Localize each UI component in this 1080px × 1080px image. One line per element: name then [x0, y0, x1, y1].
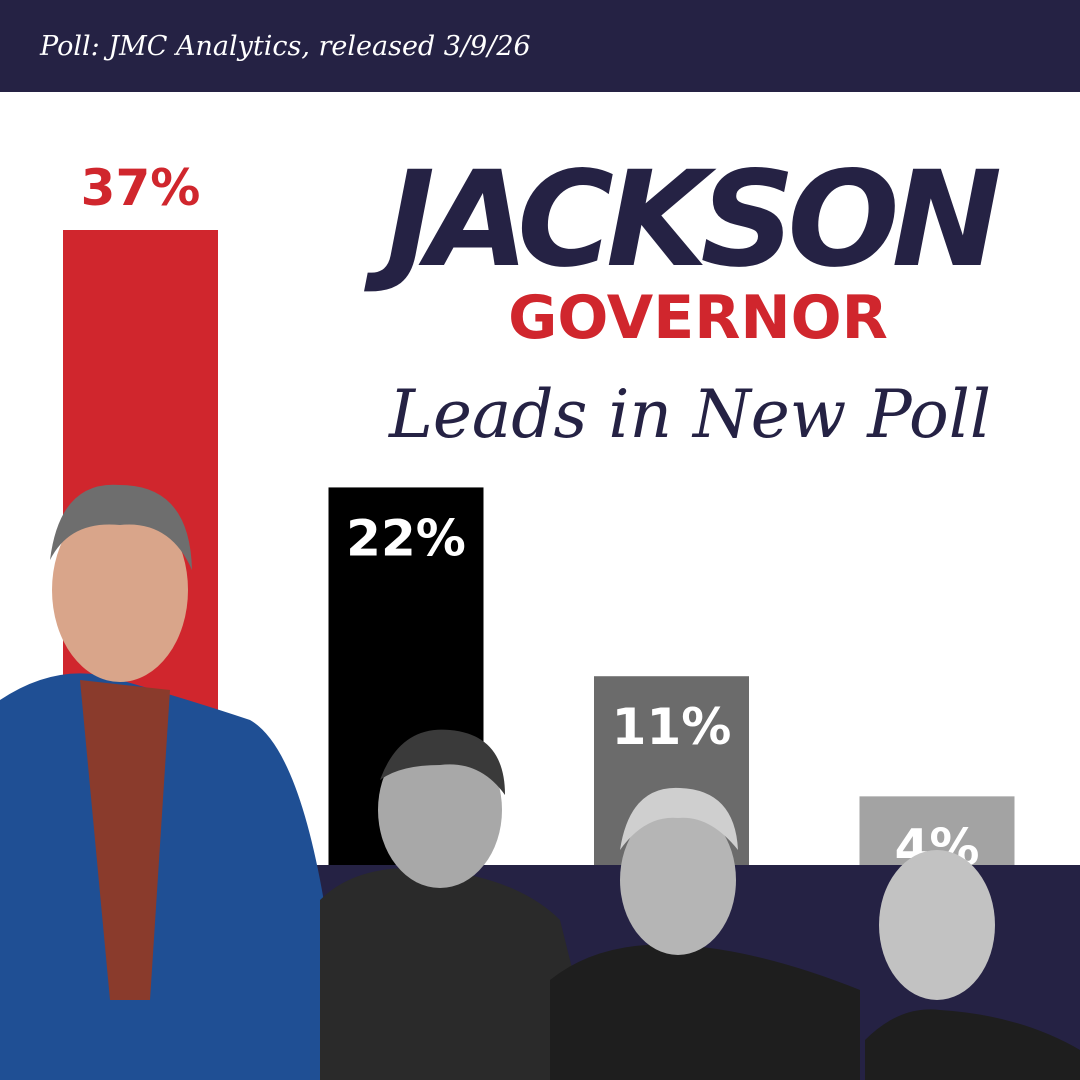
- candidate-photo: [320, 729, 600, 1080]
- photos: [0, 484, 1080, 1080]
- source: Poll: JMC Analytics, released 3/9/26: [39, 31, 531, 62]
- value-label: 37%: [81, 159, 201, 217]
- header-band: [0, 0, 1080, 92]
- headline: Leads in New Poll: [388, 376, 991, 453]
- title: JACKSON: [364, 143, 1000, 297]
- candidate-photo: [0, 484, 345, 1080]
- value-label: 22%: [346, 509, 466, 567]
- subtitle: GOVERNOR: [508, 283, 888, 353]
- value-label: 11%: [612, 698, 732, 756]
- candidate-photo: [865, 850, 1080, 1080]
- candidate-photo: [550, 787, 860, 1080]
